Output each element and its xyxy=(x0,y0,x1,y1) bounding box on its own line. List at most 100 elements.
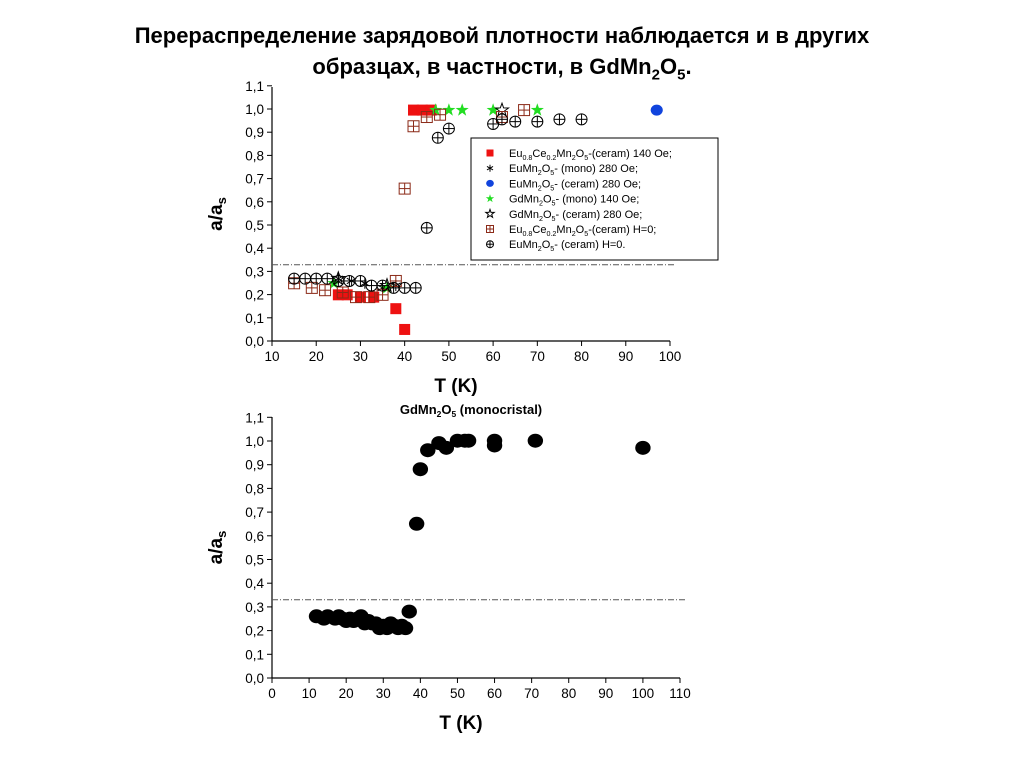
data-point xyxy=(553,113,566,126)
y-tick-label: 0,0 xyxy=(245,334,264,349)
legend-label-part: EuMn xyxy=(509,178,538,190)
legend-entry: EuMn2O5- (ceram) 280 Oe; xyxy=(486,178,641,192)
x-tick-label: 10 xyxy=(264,349,279,364)
x-tick-label: 100 xyxy=(659,349,682,364)
legend-label-part: -(ceram) H=0; xyxy=(588,224,656,236)
data-point xyxy=(486,179,494,187)
legend-label-part: O xyxy=(542,163,551,175)
legend-label-part: GdMn xyxy=(509,209,539,221)
data-point xyxy=(575,113,588,126)
data-point xyxy=(442,122,455,135)
data-point xyxy=(332,289,344,301)
data-point xyxy=(460,433,477,448)
data-point xyxy=(412,462,429,477)
data-point xyxy=(365,279,378,292)
data-point xyxy=(397,621,414,636)
data-point xyxy=(486,225,494,233)
x-tick-label: 80 xyxy=(574,349,589,364)
data-point xyxy=(509,115,522,128)
legend-label-part: 5 xyxy=(552,215,556,223)
legend-label-part: 0.2 xyxy=(546,230,556,238)
legend-label-part: 5 xyxy=(550,169,554,177)
y-tick-label: 0,7 xyxy=(245,505,264,520)
legend-label-part: - (mono) 280 Oe; xyxy=(554,163,638,175)
legend-label-part: 0.8 xyxy=(522,154,532,162)
data-point xyxy=(390,303,402,315)
data-point xyxy=(359,277,370,289)
x-tick-label: 70 xyxy=(524,686,539,701)
series-1 xyxy=(308,433,651,636)
series-7 xyxy=(288,113,588,294)
x-tick-label: 0 xyxy=(268,686,276,701)
x-tick-label: 80 xyxy=(561,686,576,701)
data-point xyxy=(327,276,341,289)
data-point xyxy=(288,272,301,285)
chart-title-part: O xyxy=(441,402,451,417)
legend-label-part: - (ceram) 280 Oe; xyxy=(556,209,643,221)
legend-label-part: 2 xyxy=(572,154,576,162)
legend: Eu0.8Ce0.2Mn2O5-(ceram) 140 Oe;EuMn2O5- … xyxy=(470,137,719,261)
data-point xyxy=(389,274,402,287)
legend-label: GdMn2O5- (ceram) 280 Oe; xyxy=(509,209,642,223)
data-point xyxy=(486,433,503,448)
data-point-stroke xyxy=(486,166,494,171)
legend-label-part: 0.2 xyxy=(546,154,556,162)
data-point xyxy=(420,443,436,458)
legend-entry: GdMn2O5- (ceram) 280 Oe; xyxy=(484,207,642,223)
x-tick-label: 20 xyxy=(339,686,354,701)
legend-label: EuMn2O5- (ceram) H=0. xyxy=(509,239,626,253)
data-point xyxy=(398,281,411,294)
legend-label-part: 5 xyxy=(550,245,554,253)
y-tick-label: 0,8 xyxy=(245,148,264,163)
x-tick-label: 10 xyxy=(302,686,317,701)
x-tick-label: 30 xyxy=(376,686,391,701)
legend-entry: Eu0.8Ce0.2Mn2O5-(ceram) 140 Oe; xyxy=(486,148,672,162)
legend-label-part: O xyxy=(576,148,585,160)
data-point xyxy=(332,274,345,287)
y-tick-label: 0,3 xyxy=(245,264,264,279)
x-tick-label: 90 xyxy=(618,349,633,364)
data-point xyxy=(299,272,312,285)
data-point xyxy=(363,291,376,304)
x-tick-label: 110 xyxy=(669,686,691,701)
x-tick-label: 30 xyxy=(353,349,368,364)
y-tick-label: 0,5 xyxy=(245,553,264,568)
legend-label-part: Ce xyxy=(532,148,546,160)
slide-title-end: . xyxy=(685,54,692,79)
legend-label-part: Ce xyxy=(532,224,546,236)
data-point xyxy=(407,120,420,133)
chart-title-part: 5 xyxy=(451,409,456,419)
slide-title: Перераспределение зарядовой плотности на… xyxy=(0,20,1004,90)
legend-label: Eu0.8Ce0.2Mn2O5-(ceram) H=0; xyxy=(509,224,656,238)
data-point xyxy=(376,279,389,292)
legend-label-part: -(ceram) 140 Oe; xyxy=(588,148,672,160)
legend-label-part: 2 xyxy=(538,245,542,253)
chart-2: 0 10 20 30 40 50 60 70 80 90 100 110 0,0 0,1 0,2 0,3 0,4… xyxy=(206,402,691,734)
data-point xyxy=(399,323,411,335)
x-tick-label: 90 xyxy=(598,686,613,701)
data-point xyxy=(495,113,508,126)
chart-1: 10 20 30 40 50 60 70 80 90 100 0,0 0,1 0,2 0,3 0,4 0,5 0… xyxy=(206,79,719,397)
data-point xyxy=(319,284,332,297)
x-tick-label: 40 xyxy=(413,686,428,701)
legend-label-part: O xyxy=(542,239,551,251)
legend-label-part: EuMn xyxy=(509,163,538,175)
y-tick-label: 0,5 xyxy=(245,218,264,233)
y-tick-label: 1,1 xyxy=(245,410,264,425)
data-point xyxy=(408,104,420,116)
data-point xyxy=(321,272,334,285)
data-point xyxy=(425,104,437,116)
legend-label-part: 2 xyxy=(538,184,542,192)
legend-label-part: GdMn xyxy=(509,194,539,206)
chart-title-part: 2 xyxy=(437,409,442,419)
y-axis-title-sub: s xyxy=(214,531,229,538)
y-axis-title-sub: s xyxy=(214,197,229,204)
slide-title-line2: образцах, в частности, в GdMn xyxy=(312,54,652,79)
slide-title-sub1: 2 xyxy=(651,66,660,84)
data-point xyxy=(310,272,323,285)
y-tick-label: 0,0 xyxy=(245,671,264,686)
legend-label-part: 5 xyxy=(552,200,556,208)
data-point xyxy=(341,289,353,301)
y-tick-label: 0,8 xyxy=(245,481,264,496)
data-point xyxy=(530,103,544,116)
